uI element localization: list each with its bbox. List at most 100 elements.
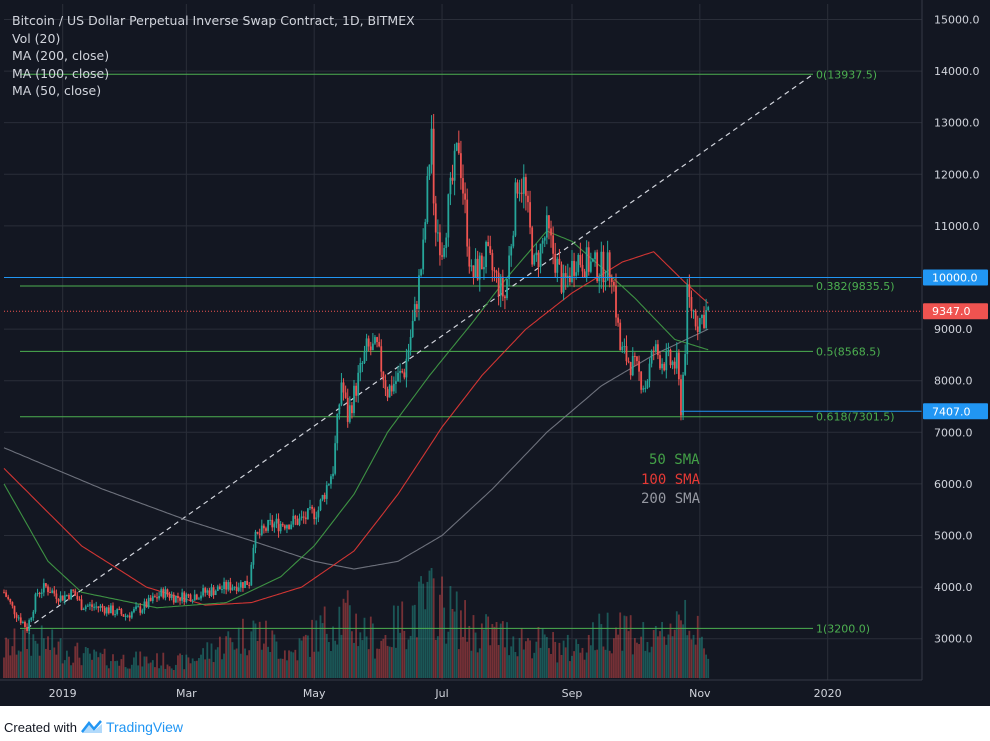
legend-vol[interactable]: Vol (20) [12, 30, 61, 46]
volume-bar [357, 646, 360, 678]
volume-bar [499, 623, 502, 678]
volume-bar [537, 626, 540, 678]
candle-body [411, 320, 414, 337]
volume-bar [11, 646, 14, 678]
candle-body [323, 494, 326, 499]
candle-body [89, 604, 91, 606]
volume-bar [462, 636, 464, 678]
time-tick-label: Nov [689, 687, 711, 700]
volume-bar [392, 605, 395, 678]
time-axis[interactable]: 2019 Mar May Jul Sep Nov 2020 [0, 679, 990, 716]
volume-bar [470, 650, 473, 678]
candle-body [141, 610, 144, 613]
candle-body [682, 374, 684, 416]
volume-bar [139, 651, 142, 678]
candle-body [156, 597, 158, 599]
candle-body [313, 508, 316, 520]
volume-bar [705, 654, 708, 678]
volume-bar [483, 629, 485, 678]
volume-bar [504, 647, 506, 678]
volume-bar [3, 657, 5, 678]
level-7407-tag: 7407.0 [932, 405, 971, 418]
candle-body [476, 258, 479, 280]
volume-bar [290, 651, 293, 678]
fib-retracement[interactable]: 0(13937.5) 0.382(9835.5) 0.5(8568.5) 0.618(… [20, 68, 895, 635]
volume-bar [585, 652, 588, 678]
price-tick-label: 6000.0 [934, 478, 973, 491]
price-chart[interactable]: 0(13937.5) 0.382(9835.5) 0.5(8568.5) 0.618(… [0, 0, 990, 716]
fib-trend-line[interactable] [26, 73, 814, 629]
candle-body [70, 589, 72, 600]
candle-body [707, 307, 710, 311]
legend-ma100[interactable]: MA (100, close) [12, 65, 110, 81]
candle-body [462, 178, 464, 194]
candle-body [149, 597, 152, 601]
candle-body [351, 405, 353, 414]
footer-spacer [0, 706, 990, 716]
volume-bar [361, 640, 364, 678]
candle-body [686, 284, 689, 355]
candle-body [321, 494, 324, 500]
volume-bar [522, 649, 525, 678]
volume-bar [652, 630, 655, 678]
candle-body [208, 590, 211, 597]
candle-body [221, 589, 223, 591]
volume-bar [103, 648, 106, 678]
volume-bar [315, 620, 318, 678]
volume-bar [420, 576, 422, 678]
tradingview-logo-icon[interactable] [80, 720, 103, 734]
candle-body [38, 593, 41, 595]
candle-body [638, 361, 640, 372]
volume-bar [688, 630, 691, 678]
volume-bar [667, 634, 670, 678]
volume-bar [162, 652, 165, 678]
volume-bar [491, 624, 494, 678]
volume-bar [273, 634, 276, 678]
volume-bar [89, 653, 91, 678]
candle-body [254, 531, 257, 548]
price-axis[interactable]: 3000.0 4000.0 5000.0 6000.0 7000.0 8000.0 9000… [921, 0, 990, 716]
tradingview-brand[interactable]: TradingView [105, 719, 184, 735]
candle-body [61, 595, 64, 601]
candle-body [126, 615, 129, 617]
candle-body [518, 192, 521, 194]
horizontal-lines[interactable] [4, 276, 922, 412]
volume-bar [592, 622, 594, 678]
candle-body [472, 265, 475, 278]
candle-body [533, 255, 536, 265]
candle-body [145, 601, 148, 608]
volume-bar [613, 638, 615, 678]
volume-bar [371, 623, 374, 678]
volume-bar [531, 658, 534, 678]
volume-bar [344, 602, 347, 678]
volume-bar [480, 623, 483, 678]
volume-bar [237, 627, 240, 678]
volume-bar [701, 636, 703, 678]
candle-body [367, 338, 370, 347]
candle-body [124, 615, 127, 617]
volume-bar [118, 665, 121, 678]
volume-bar [195, 660, 198, 678]
volume-bar [560, 654, 563, 678]
volume-bar [15, 654, 18, 678]
volume-bar [296, 660, 299, 678]
candle-body [684, 354, 687, 375]
volume-bar [545, 637, 548, 678]
volume-bar [214, 649, 217, 678]
candle-body [191, 600, 194, 602]
candle-body [365, 338, 368, 352]
volume-bar [164, 668, 167, 678]
volume-bar [596, 649, 599, 678]
legend-ma200[interactable]: MA (200, close) [12, 48, 110, 63]
volume-bar [659, 631, 661, 678]
time-tick-label: May [303, 687, 326, 700]
legend-ma50[interactable]: MA (50, close) [12, 83, 102, 98]
volume-bar [598, 613, 601, 678]
volume-bar [472, 615, 475, 678]
candle-body [353, 385, 355, 414]
candle-body [168, 594, 171, 598]
legend-title[interactable]: Bitcoin / US Dollar Perpetual Inverse Sw… [12, 13, 415, 28]
volume-bar [65, 650, 68, 678]
candle-body [548, 215, 550, 229]
candle-body [585, 247, 588, 278]
